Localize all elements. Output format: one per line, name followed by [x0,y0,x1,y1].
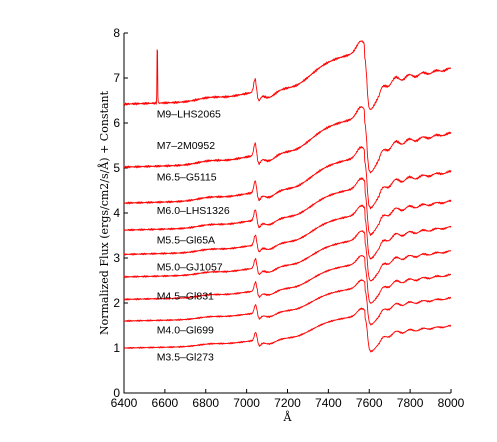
y-tick-label: 3 [113,251,120,265]
spectra-series [123,40,452,353]
x-tick-label: 6600 [152,396,179,410]
series-label: M4.5–Gl831 [157,290,214,302]
series-label: M4.0–Gl699 [157,325,214,337]
x-tick-label: 7800 [397,396,424,410]
x-tick-label: 7000 [233,396,260,410]
y-tick-label: 8 [113,26,120,40]
series-label: M3.5–Gl273 [157,352,214,364]
x-tick-label: 7600 [356,396,383,410]
series-label: M6.5–G5115 [157,172,217,184]
spectrum-line [123,146,452,210]
spectrum-line [123,40,452,111]
spectrum-line [123,106,452,174]
y-axis-label: Normalized Flux (ergs/cm2/s/Å) + Constan… [97,90,111,335]
x-tick-label: 7400 [315,396,342,410]
y-tick-label: 1 [113,341,120,355]
spectrum-line [123,255,452,304]
spectrum-line [123,307,452,353]
y-tick-label: 6 [113,116,120,130]
x-tick-label: 6800 [192,396,219,410]
series-labels: M3.5–Gl273 M4.0–Gl699 M4.5–Gl831 M5.0–GJ105… [157,109,230,364]
y-tick-label: 4 [113,206,120,220]
series-label: M7–2M0952 [157,140,216,152]
x-tick-label: 7200 [274,396,301,410]
x-tick-label: 6400 [111,396,138,410]
y-tick-label: 0 [113,386,120,400]
x-axis-label: Å [283,410,293,424]
series-label: M5.5–Gl65A [157,235,215,247]
x-tick-label: 8000 [438,396,465,410]
y-tick-label: 2 [113,296,120,310]
series-label: M5.0–GJ1057 [157,262,223,274]
y-tick-label: 5 [113,161,120,175]
spectrum-line [123,279,452,326]
spectrum-line [123,204,452,260]
series-label: M6.0–LHS1326 [157,205,230,217]
spectrum-line [123,177,452,236]
series-label: M9–LHS2065 [157,109,221,121]
axes: 6400 6600 6800 7000 7200 7400 7600 7800 8000 0 1 2 3… [111,26,465,410]
spectrum-line [123,230,452,282]
y-tick-label: 7 [113,71,120,85]
